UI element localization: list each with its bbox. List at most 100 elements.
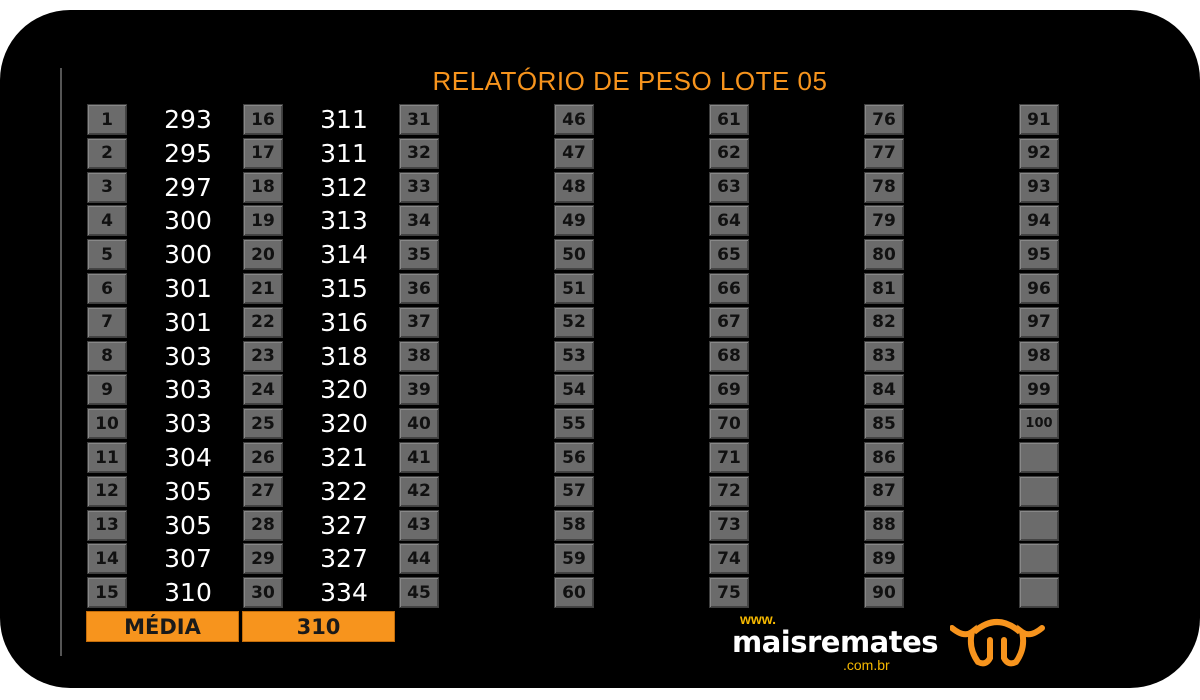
weight-value: 300 xyxy=(164,206,212,236)
weight-value: 320 xyxy=(320,409,368,439)
weight-value: 305 xyxy=(164,476,212,506)
animal-number: 19 xyxy=(243,205,283,237)
animal-number: 23 xyxy=(243,340,283,372)
animal-number: 11 xyxy=(87,442,127,473)
animal-number: 14 xyxy=(87,543,127,575)
animal-number: 74 xyxy=(709,543,749,575)
animal-number: 56 xyxy=(554,442,594,473)
animal-number: 27 xyxy=(243,475,283,507)
weight-value: 315 xyxy=(320,274,368,303)
animal-number: 83 xyxy=(864,340,904,372)
weight-value: 303 xyxy=(164,375,212,405)
animal-number: 29 xyxy=(243,543,283,575)
divider xyxy=(60,68,62,656)
animal-number: 78 xyxy=(864,171,904,203)
weight-value: 307 xyxy=(164,544,212,574)
animal-number: 75 xyxy=(709,577,749,609)
weight-value: 334 xyxy=(320,578,368,608)
animal-number: 61 xyxy=(709,104,749,135)
weight-value: 301 xyxy=(164,274,212,303)
empty-slot xyxy=(1019,509,1059,541)
animal-number: 9 xyxy=(87,374,127,406)
animal-number: 16 xyxy=(243,104,283,135)
weight-value: 327 xyxy=(320,544,368,574)
animal-number: 28 xyxy=(243,509,283,541)
animal-number: 4 xyxy=(87,205,127,237)
animal-number: 18 xyxy=(243,171,283,203)
animal-number: 55 xyxy=(554,408,594,440)
animal-number: 95 xyxy=(1019,239,1059,271)
animal-number: 87 xyxy=(864,475,904,507)
animal-number: 84 xyxy=(864,374,904,406)
animal-number: 79 xyxy=(864,205,904,237)
animal-number: 80 xyxy=(864,239,904,271)
animal-number: 94 xyxy=(1019,205,1059,237)
animal-number: 72 xyxy=(709,475,749,507)
animal-number: 71 xyxy=(709,442,749,473)
animal-number: 98 xyxy=(1019,340,1059,372)
animal-number: 40 xyxy=(399,408,439,440)
animal-number: 59 xyxy=(554,543,594,575)
animal-number: 7 xyxy=(87,306,127,338)
animal-number: 24 xyxy=(243,374,283,406)
weight-value: 295 xyxy=(164,138,212,168)
logo-domain: .com.br xyxy=(843,657,890,673)
animal-number: 52 xyxy=(554,306,594,338)
maisremates-logo: www. maisremates .com.br xyxy=(730,612,939,674)
animal-number: 44 xyxy=(399,543,439,575)
animal-number: 6 xyxy=(87,273,127,304)
report-card xyxy=(0,10,1200,688)
animal-number: 8 xyxy=(87,340,127,372)
animal-number: 57 xyxy=(554,475,594,507)
animal-number: 51 xyxy=(554,273,594,304)
animal-number: 62 xyxy=(709,137,749,169)
weight-value: 327 xyxy=(320,510,368,540)
animal-number: 66 xyxy=(709,273,749,304)
empty-slot xyxy=(1019,475,1059,507)
animal-number: 92 xyxy=(1019,137,1059,169)
animal-number: 81 xyxy=(864,273,904,304)
animal-number: 43 xyxy=(399,509,439,541)
animal-number: 69 xyxy=(709,374,749,406)
animal-number: 63 xyxy=(709,171,749,203)
weight-value: 316 xyxy=(320,307,368,337)
weight-value: 301 xyxy=(164,307,212,337)
animal-number: 31 xyxy=(399,104,439,135)
animal-number: 46 xyxy=(554,104,594,135)
animal-number: 34 xyxy=(399,205,439,237)
animal-number: 89 xyxy=(864,543,904,575)
animal-number: 26 xyxy=(243,442,283,473)
animal-number: 36 xyxy=(399,273,439,304)
logo-brand: maisremates xyxy=(732,625,939,659)
weight-value: 320 xyxy=(320,375,368,405)
weight-value: 312 xyxy=(320,172,368,202)
animal-number: 88 xyxy=(864,509,904,541)
weight-value: 303 xyxy=(164,341,212,371)
animal-number: 67 xyxy=(709,306,749,338)
weight-value: 293 xyxy=(164,105,212,134)
animal-number: 42 xyxy=(399,475,439,507)
animal-number: 38 xyxy=(399,340,439,372)
animal-number: 3 xyxy=(87,171,127,203)
animal-number: 77 xyxy=(864,137,904,169)
animal-number: 86 xyxy=(864,442,904,473)
animal-number: 49 xyxy=(554,205,594,237)
animal-number: 20 xyxy=(243,239,283,271)
weight-value: 305 xyxy=(164,510,212,540)
animal-number: 12 xyxy=(87,475,127,507)
media-value: 310 xyxy=(242,611,395,642)
animal-number: 35 xyxy=(399,239,439,271)
animal-number: 54 xyxy=(554,374,594,406)
weight-value: 300 xyxy=(164,240,212,270)
animal-number: 37 xyxy=(399,306,439,338)
animal-number: 64 xyxy=(709,205,749,237)
animal-number: 100 xyxy=(1019,408,1059,440)
animal-number: 53 xyxy=(554,340,594,372)
animal-number: 39 xyxy=(399,374,439,406)
empty-slot xyxy=(1019,577,1059,609)
animal-number: 96 xyxy=(1019,273,1059,304)
animal-number: 91 xyxy=(1019,104,1059,135)
animal-number: 22 xyxy=(243,306,283,338)
animal-number: 5 xyxy=(87,239,127,271)
animal-number: 58 xyxy=(554,509,594,541)
